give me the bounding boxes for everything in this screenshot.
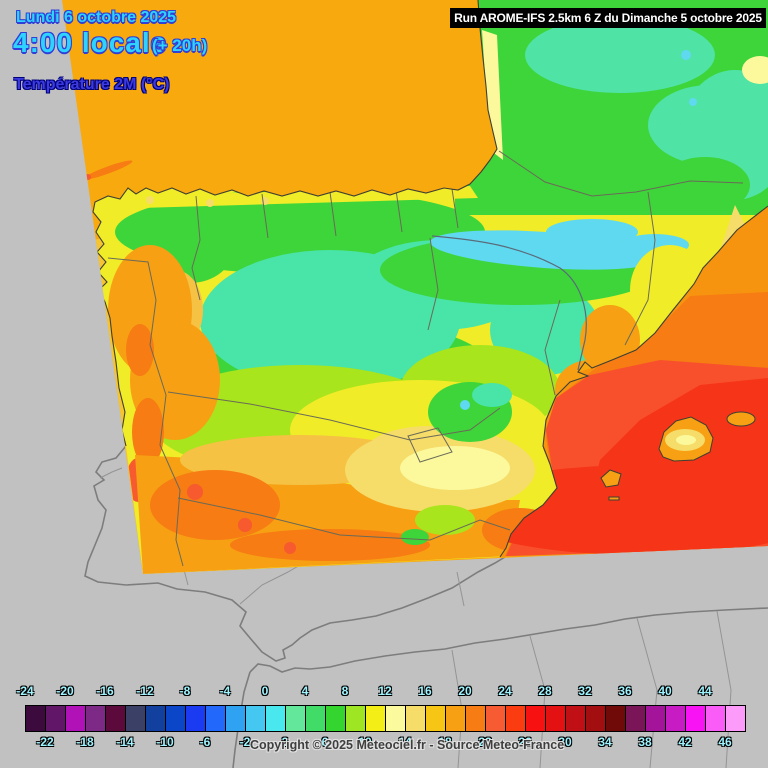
ebro-river — [431, 235, 587, 371]
temperature-patches — [98, 0, 768, 574]
forecast-date: Lundi 6 octobre 2025 — [16, 9, 177, 26]
variable-label: Température 2M (°C) — [14, 76, 170, 93]
ibiza-island — [600, 469, 622, 488]
atlantic-coastline — [92, 0, 498, 447]
region-borders — [107, 150, 744, 567]
forecast-hour-offset: (+ 20h) — [152, 36, 208, 55]
formentera-island — [608, 496, 620, 501]
iberia-south-coastline — [84, 445, 506, 662]
model-run-banner: Run AROME-IFS 2.5km 6 Z du Dimanche 5 oc… — [450, 8, 766, 28]
spain-france-border — [498, 150, 744, 197]
balearic-islands — [600, 411, 756, 501]
forecast-time: 4:00 locale — [13, 27, 168, 58]
spain-portugal-border — [107, 257, 184, 567]
mediterranean-coastline — [499, 205, 768, 558]
domain-coastlines — [92, 0, 768, 558]
africa-north-coastline — [249, 607, 768, 673]
copyright-text: Copyright © 2025 Meteociel.fr - Source M… — [250, 738, 565, 752]
menorca-island — [726, 411, 756, 427]
